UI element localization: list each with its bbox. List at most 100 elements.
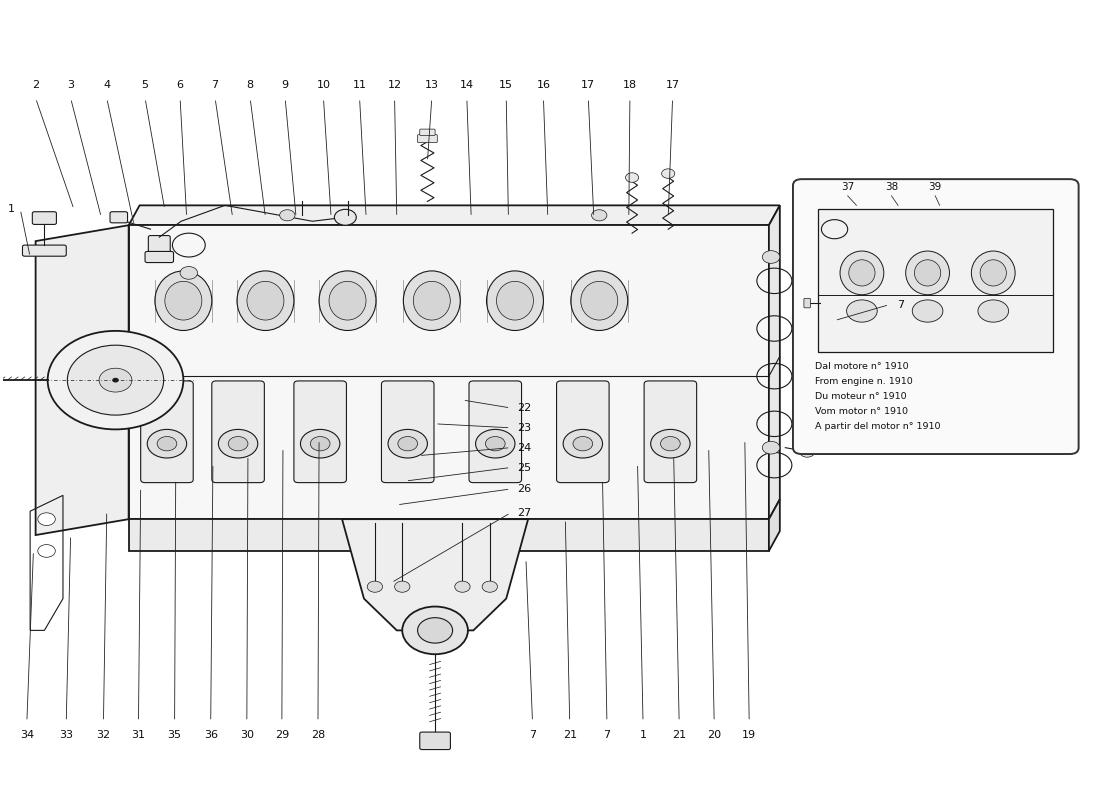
Text: 29: 29 bbox=[275, 730, 289, 740]
Text: 7: 7 bbox=[529, 730, 536, 740]
Text: 18: 18 bbox=[623, 80, 637, 90]
Text: 12: 12 bbox=[387, 80, 402, 90]
Circle shape bbox=[300, 430, 340, 458]
Ellipse shape bbox=[849, 260, 876, 286]
Circle shape bbox=[978, 300, 1009, 322]
Text: 37: 37 bbox=[842, 182, 855, 192]
Ellipse shape bbox=[404, 271, 460, 330]
Text: 39: 39 bbox=[928, 182, 942, 192]
Circle shape bbox=[180, 266, 198, 279]
Text: 16: 16 bbox=[537, 80, 550, 90]
Text: 15: 15 bbox=[499, 80, 514, 90]
Circle shape bbox=[367, 581, 383, 592]
Text: 38: 38 bbox=[884, 182, 898, 192]
Ellipse shape bbox=[236, 271, 294, 330]
FancyBboxPatch shape bbox=[557, 381, 609, 482]
Text: Vom motor n° 1910: Vom motor n° 1910 bbox=[815, 407, 908, 416]
FancyBboxPatch shape bbox=[420, 129, 436, 135]
Text: 33: 33 bbox=[59, 730, 74, 740]
FancyBboxPatch shape bbox=[418, 134, 438, 142]
Text: 7: 7 bbox=[211, 80, 219, 90]
Circle shape bbox=[37, 513, 55, 526]
Polygon shape bbox=[35, 226, 129, 535]
Text: eurospares: eurospares bbox=[147, 330, 340, 359]
Text: 1: 1 bbox=[639, 730, 647, 740]
Circle shape bbox=[563, 430, 603, 458]
Text: 17: 17 bbox=[581, 80, 595, 90]
Text: eurospares: eurospares bbox=[563, 330, 756, 359]
Text: 10: 10 bbox=[317, 80, 330, 90]
Ellipse shape bbox=[414, 282, 450, 320]
FancyBboxPatch shape bbox=[141, 381, 194, 482]
FancyBboxPatch shape bbox=[645, 381, 696, 482]
Circle shape bbox=[762, 442, 780, 454]
Text: A partir del motor n° 1910: A partir del motor n° 1910 bbox=[815, 422, 940, 431]
Circle shape bbox=[388, 430, 428, 458]
Circle shape bbox=[626, 173, 639, 182]
Text: 21: 21 bbox=[562, 730, 576, 740]
FancyBboxPatch shape bbox=[469, 381, 521, 482]
Text: Dal motore n° 1910: Dal motore n° 1910 bbox=[815, 362, 909, 371]
Circle shape bbox=[147, 430, 187, 458]
Text: 36: 36 bbox=[204, 730, 218, 740]
FancyBboxPatch shape bbox=[294, 381, 346, 482]
Ellipse shape bbox=[971, 251, 1015, 294]
Polygon shape bbox=[129, 519, 769, 551]
Text: 26: 26 bbox=[517, 484, 531, 494]
Circle shape bbox=[454, 581, 470, 592]
Ellipse shape bbox=[496, 282, 534, 320]
Circle shape bbox=[219, 430, 257, 458]
Text: 13: 13 bbox=[425, 80, 439, 90]
Text: 1: 1 bbox=[8, 204, 15, 214]
FancyBboxPatch shape bbox=[212, 381, 264, 482]
Text: 35: 35 bbox=[167, 730, 182, 740]
Polygon shape bbox=[129, 206, 780, 226]
Circle shape bbox=[228, 437, 248, 451]
FancyBboxPatch shape bbox=[420, 732, 450, 750]
Circle shape bbox=[660, 437, 680, 451]
Text: 8: 8 bbox=[246, 80, 254, 90]
Circle shape bbox=[157, 437, 177, 451]
Text: 27: 27 bbox=[517, 508, 531, 518]
Text: Du moteur n° 1910: Du moteur n° 1910 bbox=[815, 392, 906, 401]
Text: 20: 20 bbox=[707, 730, 722, 740]
Circle shape bbox=[279, 210, 295, 221]
Text: 24: 24 bbox=[517, 442, 531, 453]
Text: 32: 32 bbox=[97, 730, 110, 740]
Text: 30: 30 bbox=[240, 730, 254, 740]
Text: 23: 23 bbox=[517, 423, 531, 433]
Text: 14: 14 bbox=[460, 80, 474, 90]
FancyBboxPatch shape bbox=[382, 381, 435, 482]
Circle shape bbox=[67, 345, 164, 415]
Circle shape bbox=[47, 331, 184, 430]
Text: 5: 5 bbox=[142, 80, 148, 90]
Polygon shape bbox=[769, 499, 780, 551]
Text: 34: 34 bbox=[20, 730, 34, 740]
Text: 6: 6 bbox=[177, 80, 184, 90]
Circle shape bbox=[334, 210, 356, 226]
Polygon shape bbox=[342, 519, 528, 630]
Text: 28: 28 bbox=[311, 730, 326, 740]
Ellipse shape bbox=[905, 251, 949, 294]
Circle shape bbox=[651, 430, 690, 458]
FancyBboxPatch shape bbox=[148, 235, 170, 256]
Circle shape bbox=[112, 378, 119, 382]
Circle shape bbox=[310, 437, 330, 451]
Circle shape bbox=[482, 581, 497, 592]
Text: 2: 2 bbox=[32, 80, 40, 90]
Text: 7: 7 bbox=[896, 300, 904, 310]
Text: 17: 17 bbox=[666, 80, 680, 90]
Text: 4: 4 bbox=[103, 80, 110, 90]
FancyBboxPatch shape bbox=[793, 179, 1079, 454]
Text: 21: 21 bbox=[672, 730, 686, 740]
Text: 3: 3 bbox=[67, 80, 74, 90]
Ellipse shape bbox=[840, 251, 883, 294]
Text: 11: 11 bbox=[353, 80, 366, 90]
Ellipse shape bbox=[914, 260, 940, 286]
Text: 9: 9 bbox=[282, 80, 288, 90]
FancyBboxPatch shape bbox=[804, 298, 811, 308]
FancyBboxPatch shape bbox=[32, 212, 56, 225]
Circle shape bbox=[762, 250, 780, 263]
Circle shape bbox=[573, 437, 593, 451]
Circle shape bbox=[485, 437, 505, 451]
